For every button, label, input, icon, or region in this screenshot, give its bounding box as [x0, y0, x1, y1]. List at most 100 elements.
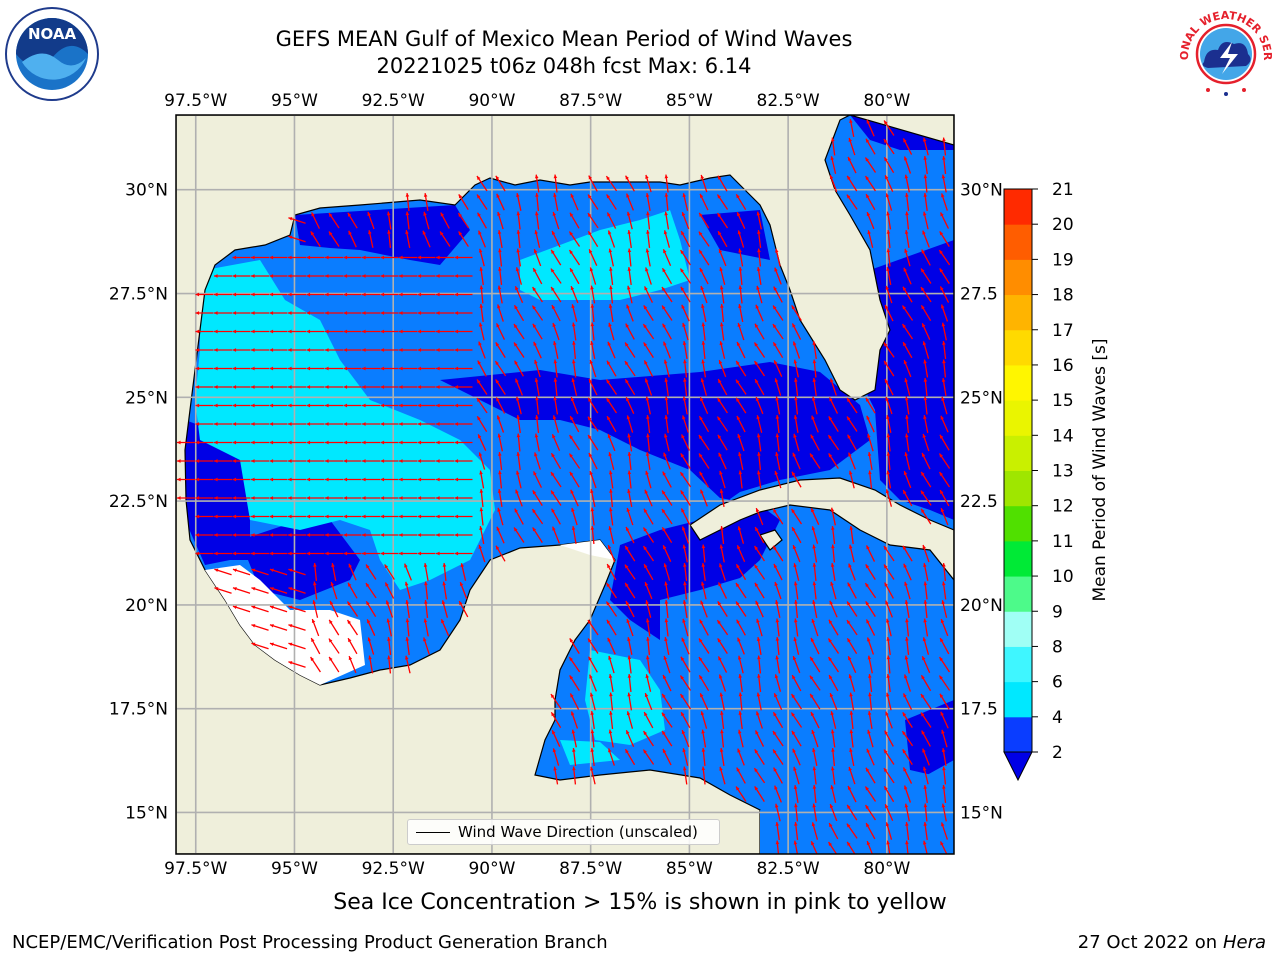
wind-arrow-head [195, 459, 200, 463]
wind-arrow-head [680, 490, 685, 495]
wind-arrow-head [701, 322, 706, 327]
wind-arrow-head [454, 329, 459, 334]
wind-arrow-head [288, 366, 292, 371]
wind-arrow-head [719, 341, 724, 346]
wind-arrow-head [681, 508, 685, 513]
wind-arrow-head [737, 322, 742, 327]
wind-arrow-head [904, 396, 909, 401]
wind-arrow-head [606, 176, 610, 181]
wind-arrow-head [904, 378, 908, 383]
wind-arrow-head [570, 693, 574, 698]
wind-arrow-head [682, 396, 687, 401]
wind-arrow-head [214, 587, 219, 591]
wind-arrow-head [866, 841, 871, 846]
wind-arrow-head [682, 748, 686, 753]
wind-arrow-head [232, 348, 237, 352]
wind-arrow-head [700, 397, 704, 402]
wind-arrow-head [884, 304, 889, 309]
wind-arrow-head [514, 305, 518, 310]
wind-arrow-head [700, 489, 704, 494]
wind-arrow-head [775, 618, 780, 623]
wind-arrow-head [387, 230, 391, 234]
wind-arrow-head [942, 563, 946, 567]
wind-arrow-head [905, 193, 909, 197]
wind-arrow-head [478, 452, 483, 457]
wind-arrow-head [810, 693, 814, 698]
wind-arrow-head [306, 255, 311, 260]
wind-arrow-head [830, 507, 835, 512]
wind-arrow-head [348, 656, 353, 661]
wind-arrow-head [625, 175, 629, 180]
wind-arrow-head [214, 533, 218, 537]
wind-arrow-head [514, 527, 518, 532]
wind-arrow-head [830, 711, 834, 716]
wind-arrow-head [920, 287, 925, 292]
legend-line-icon [416, 832, 450, 833]
wind-arrow-head [606, 619, 611, 624]
wind-arrow-head [325, 329, 329, 334]
wind-arrow-head [608, 748, 612, 753]
wind-arrow-head [904, 230, 909, 234]
wind-arrow-head [940, 286, 944, 291]
wind-arrow-head [663, 545, 667, 550]
wind-arrow-head [590, 341, 594, 346]
wind-arrow-head [664, 211, 668, 216]
wind-arrow-head [718, 249, 723, 254]
wind-arrow-head [941, 748, 946, 752]
wind-arrow-head [941, 193, 945, 198]
wind-arrow-head [177, 459, 181, 463]
wind-arrow-head [883, 139, 888, 144]
wind-arrow-head [195, 551, 200, 556]
wind-arrow-head [588, 434, 592, 439]
wind-arrow-head [921, 452, 926, 457]
wind-arrow-head [866, 415, 870, 420]
colorbar-tick-label: 2 [1052, 743, 1063, 763]
wind-arrow-head [847, 175, 851, 180]
wind-arrow-head [699, 249, 703, 254]
colorbar-segment [1004, 611, 1032, 647]
wind-arrow-head [269, 533, 274, 537]
wind-arrow-head [329, 656, 333, 661]
map-legend: Wind Wave Direction (unscaled) [407, 819, 720, 845]
wind-arrow-head [479, 267, 484, 271]
wind-arrow-head [553, 359, 558, 364]
wind-arrow-head [683, 581, 687, 586]
lat-tick-label-right: 25°N [960, 388, 1003, 408]
wind-arrow-head [625, 379, 629, 384]
colorbar-tick-label: 6 [1052, 673, 1063, 693]
wind-arrow-head [590, 711, 595, 715]
colorbar-segment [1004, 259, 1032, 296]
wind-arrow-head [479, 507, 484, 512]
wind-arrow-head [645, 452, 650, 456]
wind-arrow-head [663, 452, 667, 457]
wind-arrow-head [847, 601, 851, 606]
wind-arrow-head [755, 304, 760, 309]
wind-arrow-head [867, 637, 871, 642]
lat-tick-label-right: 20°N [960, 596, 1003, 616]
wind-arrow-head [681, 712, 685, 717]
wind-arrow-head [609, 692, 613, 697]
wind-arrow-head [251, 605, 256, 610]
wind-arrow-head [313, 563, 317, 567]
wind-arrow-head [846, 823, 851, 828]
colorbar-segment [1004, 470, 1032, 507]
wind-arrow-head [754, 323, 759, 328]
wind-arrow-head [700, 286, 704, 290]
wind-arrow-head [886, 248, 891, 253]
wind-arrow-head [902, 749, 907, 754]
wind-arrow-head [681, 434, 685, 439]
wind-arrow-head [902, 305, 906, 310]
wind-arrow-head [458, 194, 463, 199]
wind-arrow-head [922, 840, 927, 845]
wind-arrow-head [627, 267, 632, 271]
wind-arrow-head [773, 563, 778, 568]
wind-arrow-head [478, 434, 482, 439]
wind-arrow-head [214, 459, 218, 463]
wind-arrow-head [195, 292, 200, 297]
wind-arrow-head [921, 249, 926, 254]
wind-arrow-head [498, 470, 502, 475]
wind-arrow-head [940, 490, 944, 495]
wind-arrow-head [384, 564, 389, 569]
lon-tick-label-bottom: 90°W [468, 859, 515, 879]
wind-arrow-head [922, 211, 927, 216]
